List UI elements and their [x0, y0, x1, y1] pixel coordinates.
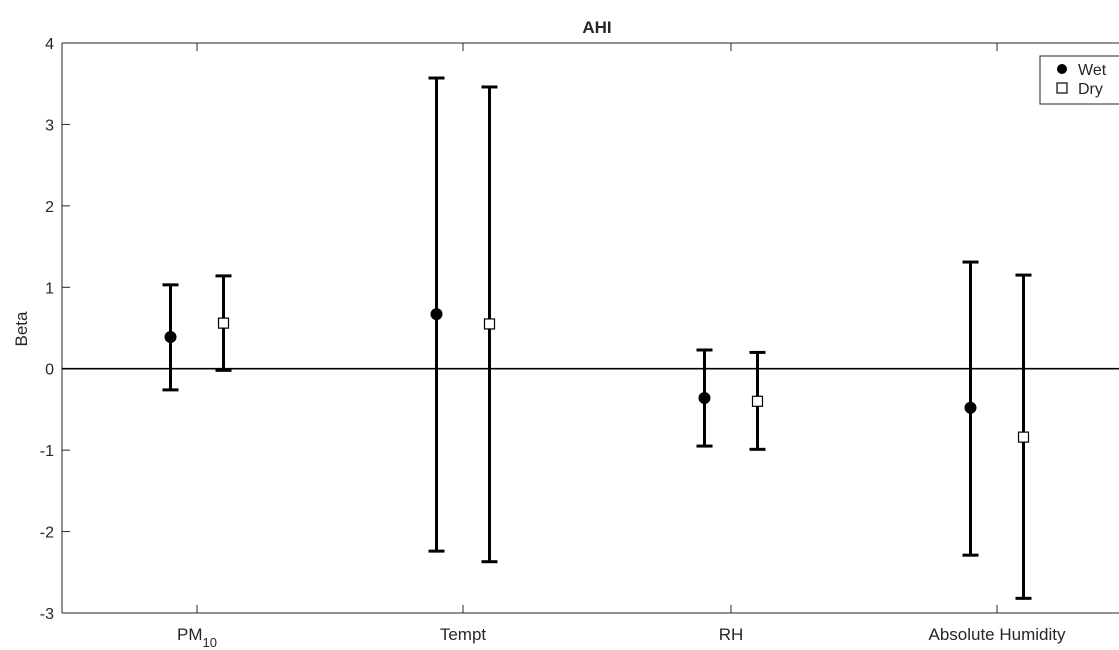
y-tick-label: 2 — [45, 199, 54, 216]
legend-marker-dry — [1057, 83, 1067, 93]
x-tick-label-main: PM — [177, 625, 203, 644]
y-tick-label: -2 — [40, 525, 54, 542]
data-point — [753, 396, 763, 406]
y-tick-label: 1 — [45, 280, 54, 297]
y-tick-label: -3 — [40, 606, 54, 623]
x-tick-label: RH — [719, 625, 744, 644]
x-tick-label-main: Tempt — [440, 625, 487, 644]
series-wet — [163, 78, 979, 555]
data-point — [699, 393, 710, 404]
x-tick-label: PM10 — [177, 625, 217, 650]
y-tick-label: 4 — [45, 36, 54, 53]
data-point — [485, 319, 495, 329]
series-dry — [216, 87, 1032, 598]
legend-label: Dry — [1078, 81, 1103, 98]
y-axis-ticks: -3 -2 -1 0 1 2 3 4 — [40, 36, 1119, 623]
x-tick-label: Tempt — [440, 625, 487, 644]
y-axis-label: Beta — [12, 311, 31, 347]
legend-marker-wet — [1057, 64, 1067, 74]
x-tick-label-main: Absolute Humidity — [928, 625, 1066, 644]
x-tick-label-main: RH — [719, 625, 744, 644]
x-axis-ticks: PM10 Tempt RH Absolute Humidity — [177, 43, 1066, 650]
y-tick-label: -1 — [40, 443, 54, 460]
legend: Wet Dry — [1040, 56, 1119, 104]
y-tick-label: 3 — [45, 117, 54, 134]
data-point — [965, 402, 976, 413]
y-tick-label: 0 — [45, 362, 54, 379]
data-point — [165, 331, 176, 342]
data-point — [431, 309, 442, 320]
x-tick-label: Absolute Humidity — [928, 625, 1066, 644]
data-point — [1019, 432, 1029, 442]
x-tick-label-subscript: 10 — [203, 635, 217, 650]
series-layer — [163, 78, 1032, 598]
chart-title: AHI — [582, 18, 611, 37]
data-point — [219, 318, 229, 328]
legend-label: Wet — [1078, 62, 1107, 79]
